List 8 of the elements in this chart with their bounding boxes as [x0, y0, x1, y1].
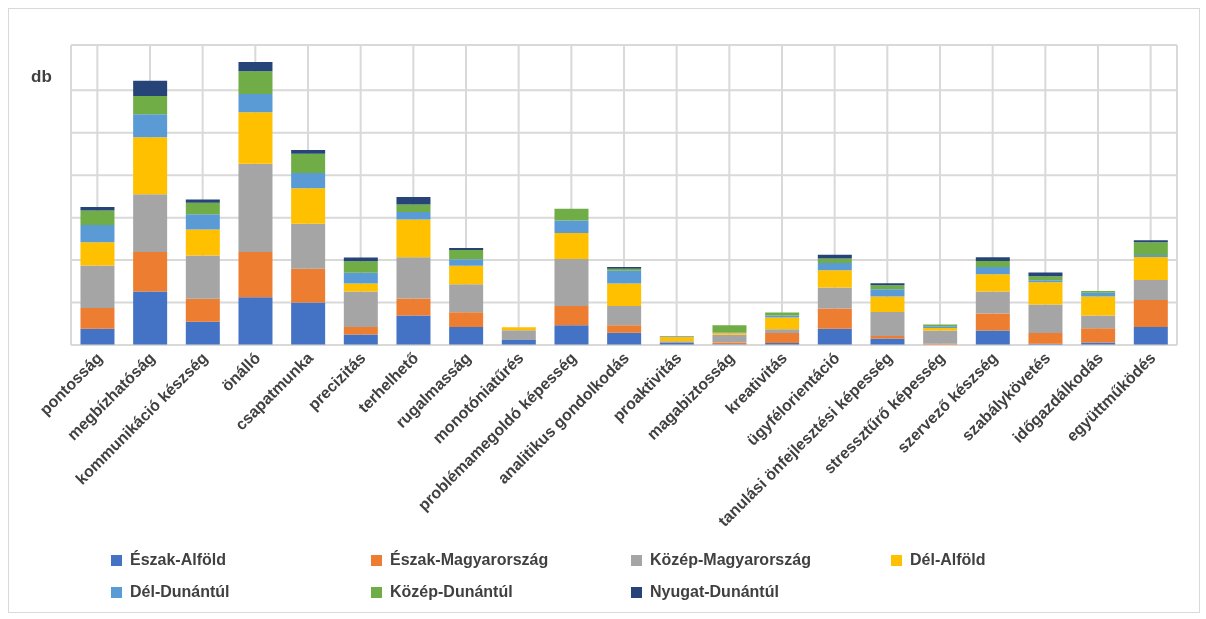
legend-label: Dél-Dunántúl [129, 583, 231, 601]
y-axis-title: db [31, 67, 52, 87]
legend-label: Közép-Dunántúl [389, 583, 514, 601]
legend-label: Észak-Magyarország [389, 551, 550, 569]
legend-label: Észak-Alföld [129, 551, 227, 569]
legend-label: Nyugat-Dunántúl [649, 583, 780, 601]
legend-label: Dél-Alföld [909, 551, 987, 569]
legend-label: Közép-Magyarország [649, 551, 812, 569]
